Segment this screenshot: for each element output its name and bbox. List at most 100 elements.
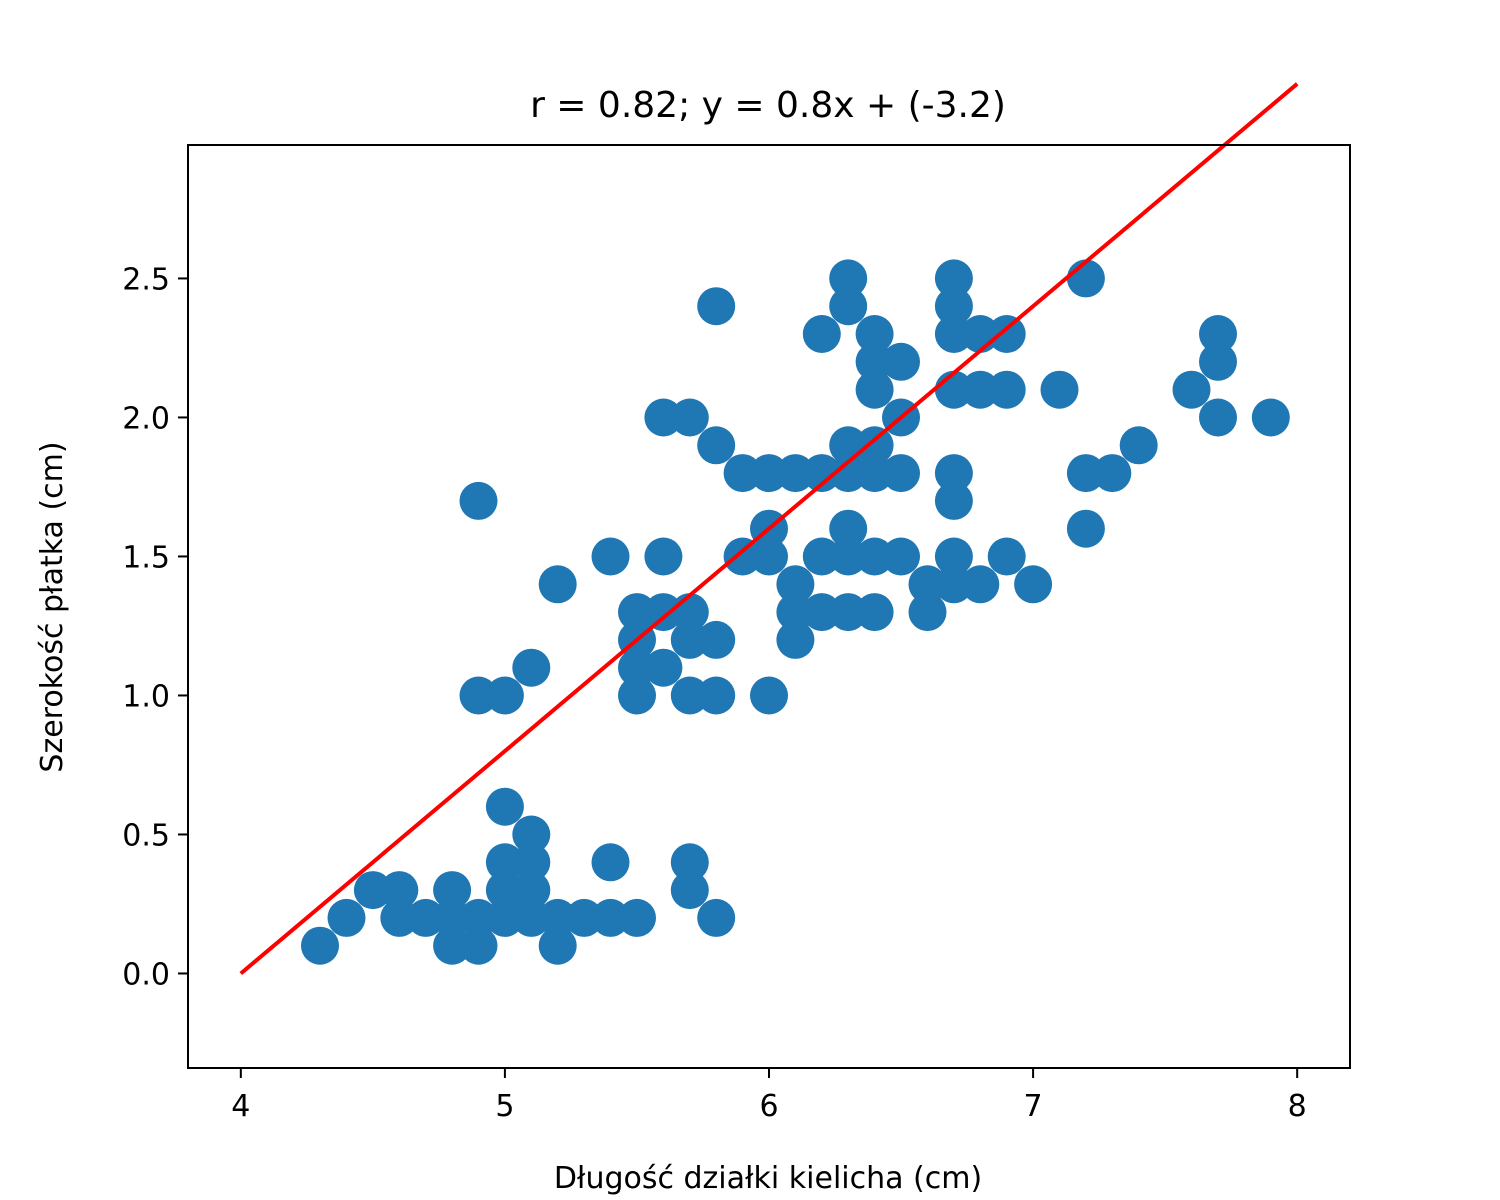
- data-point-93: [961, 370, 1000, 409]
- data-point-98: [1014, 565, 1053, 604]
- data-point-65: [829, 537, 868, 576]
- data-point-16: [512, 871, 551, 910]
- data-point-77: [855, 315, 894, 353]
- data-point-40: [644, 537, 683, 576]
- plot-frame: [187, 144, 1351, 1069]
- data-point-105: [1172, 370, 1211, 409]
- data-point-91: [934, 259, 973, 298]
- data-point-13: [485, 843, 524, 882]
- data-point-101: [1066, 454, 1105, 493]
- data-point-106: [1199, 398, 1237, 437]
- y-tick-label: 2.0: [122, 401, 170, 436]
- data-point-109: [1251, 398, 1290, 437]
- data-point-48: [697, 426, 736, 465]
- data-point-46: [697, 676, 736, 715]
- x-tick-label: 7: [1024, 1089, 1043, 1124]
- data-point-66: [829, 509, 868, 548]
- fit-line-layer: [239, 82, 1299, 976]
- y-tick-label: 2.5: [122, 262, 170, 297]
- data-point-103: [1093, 454, 1132, 493]
- data-point-22: [591, 898, 630, 937]
- data-point-31: [512, 648, 551, 687]
- data-point-20: [538, 926, 577, 965]
- data-point-73: [855, 454, 894, 493]
- data-point-42: [670, 676, 709, 715]
- data-point-52: [750, 676, 788, 715]
- data-point-15: [512, 898, 551, 937]
- data-point-75: [855, 370, 894, 409]
- data-point-83: [908, 565, 947, 604]
- data-point-41: [644, 398, 683, 437]
- data-point-57: [776, 593, 815, 632]
- x-tick-label: 8: [1288, 1089, 1307, 1124]
- x-axis-label: Długość działki kielicha (cm): [554, 1161, 982, 1196]
- data-point-95: [987, 537, 1026, 576]
- data-point-10: [459, 926, 498, 965]
- regression-line: [239, 82, 1299, 976]
- x-tick-label: 4: [231, 1089, 250, 1124]
- data-point-30: [485, 676, 524, 715]
- data-point-34: [618, 676, 656, 715]
- data-point-53: [750, 537, 788, 576]
- data-point-43: [670, 620, 709, 659]
- data-point-35: [618, 648, 656, 687]
- data-point-12: [485, 871, 524, 910]
- data-point-32: [538, 565, 577, 604]
- x-tick-label: 6: [759, 1089, 778, 1124]
- data-point-55: [750, 454, 788, 493]
- data-point-9: [459, 898, 498, 937]
- data-point-100: [1066, 509, 1105, 548]
- data-point-23: [591, 843, 630, 882]
- data-point-89: [934, 315, 973, 353]
- data-point-108: [1199, 315, 1237, 353]
- data-point-6: [433, 871, 472, 910]
- data-point-82: [908, 593, 947, 632]
- y-tick-label: 0.5: [122, 818, 170, 853]
- data-point-63: [802, 315, 841, 353]
- data-point-87: [934, 454, 973, 493]
- chart-title: r = 0.82; y = 0.8x + (-3.2): [530, 85, 1006, 126]
- data-point-1: [327, 898, 366, 937]
- data-point-58: [776, 565, 815, 604]
- data-point-56: [776, 620, 815, 659]
- data-point-99: [1040, 370, 1079, 409]
- data-point-29: [459, 676, 498, 715]
- data-point-76: [855, 342, 894, 381]
- data-point-96: [987, 370, 1026, 409]
- data-point-37: [618, 593, 656, 632]
- data-point-61: [802, 537, 841, 576]
- data-point-47: [697, 620, 736, 659]
- data-point-11: [485, 898, 524, 937]
- data-point-5: [406, 898, 445, 937]
- data-point-27: [697, 898, 736, 937]
- data-point-84: [934, 565, 973, 604]
- data-point-69: [829, 287, 868, 326]
- data-point-33: [591, 537, 630, 576]
- x-tick-label: 5: [495, 1089, 514, 1124]
- data-point-45: [670, 398, 709, 437]
- data-point-74: [855, 426, 894, 465]
- data-point-62: [802, 454, 841, 493]
- y-axis-label: Szerokość płatka (cm): [35, 441, 70, 772]
- data-point-72: [855, 537, 894, 576]
- data-point-28: [459, 481, 498, 520]
- data-point-19: [538, 898, 577, 937]
- data-point-44: [670, 593, 709, 632]
- data-point-107: [1199, 342, 1237, 381]
- data-point-39: [644, 593, 683, 632]
- data-point-97: [987, 315, 1026, 353]
- data-point-78: [882, 537, 920, 576]
- data-point-7: [433, 898, 472, 937]
- data-point-51: [723, 454, 762, 493]
- data-point-81: [882, 342, 920, 381]
- data-point-86: [934, 481, 973, 520]
- y-tick-label: 0.0: [122, 957, 170, 992]
- data-point-85: [934, 537, 973, 576]
- data-point-4: [380, 898, 419, 937]
- data-point-50: [723, 537, 762, 576]
- data-point-17: [512, 843, 551, 882]
- data-point-90: [934, 287, 973, 326]
- data-point-21: [565, 898, 604, 937]
- data-point-67: [829, 454, 868, 493]
- data-point-79: [882, 454, 920, 493]
